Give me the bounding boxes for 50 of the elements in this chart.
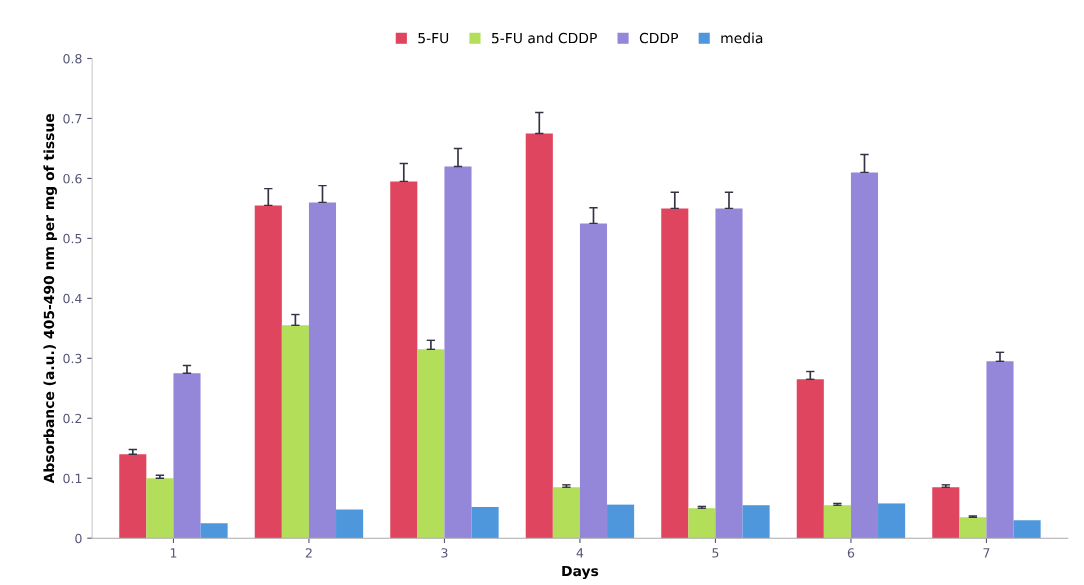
bar (742, 505, 770, 539)
bar (850, 172, 879, 539)
y-tick-label: 0.2 (63, 413, 82, 424)
y-tick-label: 0.4 (63, 293, 82, 304)
bar (661, 208, 689, 539)
bar (688, 508, 716, 539)
bar (119, 454, 147, 539)
legend-label: 5-FU and CDDP (492, 32, 597, 44)
bar (715, 208, 743, 539)
y-tick-label: 0.3 (63, 353, 82, 364)
y-tick-label: 0.5 (63, 233, 82, 244)
bar (390, 181, 418, 539)
x-tick-label: 3 (441, 548, 448, 558)
bar (932, 487, 960, 539)
y-tick-label: 0.8 (63, 53, 82, 64)
bar (444, 166, 472, 539)
y-axis-title: Absorbance (a.u.) 405-490 nm per mg of tissue (43, 113, 57, 484)
legend-label: media (721, 32, 763, 44)
bar (579, 223, 608, 539)
bar (525, 133, 553, 539)
x-axis-title: Days (562, 565, 599, 580)
bar (986, 361, 1014, 539)
x-tick-label: 6 (847, 548, 855, 558)
bar (336, 509, 364, 539)
bar (173, 373, 201, 539)
bar (471, 507, 499, 539)
x-tick-label: 7 (983, 548, 990, 558)
y-tick-label: 0.1 (63, 473, 82, 484)
bar (254, 205, 282, 539)
y-tick-label: 0.6 (63, 173, 82, 184)
x-tick-label: 1 (170, 548, 177, 558)
x-tick-label: 2 (305, 548, 312, 558)
bar (308, 202, 337, 539)
bar (607, 504, 635, 539)
bar (878, 503, 906, 539)
bar (200, 523, 228, 539)
bar (1013, 520, 1041, 539)
legend-label: CDDP (639, 32, 679, 44)
bar (552, 487, 580, 539)
bar (146, 478, 174, 539)
legend-label: 5-FU (418, 32, 449, 44)
y-tick-label: 0.7 (63, 113, 82, 124)
bar (796, 379, 824, 539)
x-tick-label: 5 (712, 548, 719, 558)
bar (417, 349, 445, 539)
bar (959, 517, 987, 539)
x-tick-label: 4 (576, 548, 584, 558)
y-tick-label: 0 (75, 533, 82, 544)
bar (823, 505, 851, 539)
bar (281, 325, 309, 539)
